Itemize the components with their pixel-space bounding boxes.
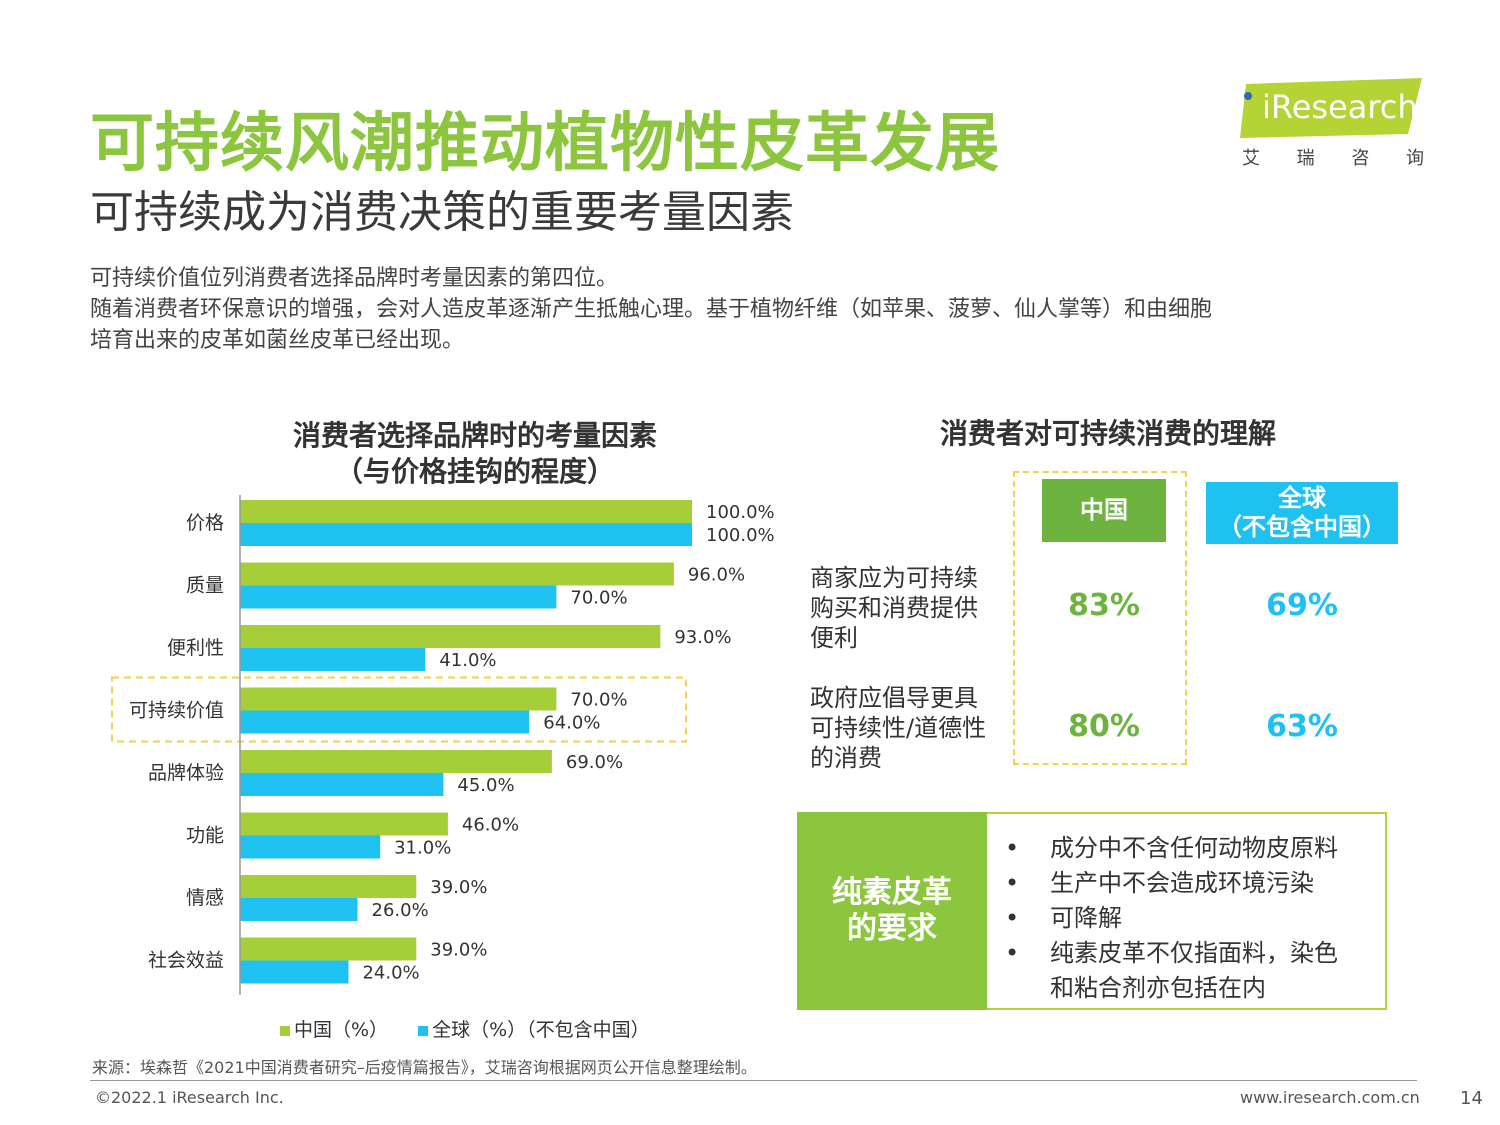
value-merchants-global: 69%: [1266, 588, 1338, 623]
category-label: 质量: [186, 575, 224, 597]
value-label-china-2: 93.0%: [674, 627, 731, 648]
bar-global-2: [240, 648, 426, 671]
value-merchants-china: 83%: [1068, 588, 1140, 623]
bar-china-4: [240, 750, 552, 773]
logo-text: iResearch: [1262, 88, 1418, 126]
bar-chart-title-line-1: 消费者选择品牌时的考量因素: [292, 419, 657, 452]
bar-china-2: [240, 625, 661, 648]
logo-banner-shape: [1240, 78, 1422, 138]
category-label: 可持续价值: [129, 700, 224, 722]
highlight-box-3: [111, 676, 687, 743]
footer-divider: [90, 1080, 1417, 1081]
source-note: 来源：埃森哲《2021中国消费者研究–后疫情篇报告》，艾瑞咨询根据网页公开信息整…: [92, 1058, 757, 1077]
bar-global-5: [240, 835, 381, 859]
bar-global-0: [240, 523, 692, 546]
bar-china-1: [240, 562, 674, 586]
bar-china-6: [240, 875, 417, 898]
value-label-china-7: 39.0%: [430, 940, 487, 961]
bar-china-7: [240, 937, 417, 961]
logo-subtitle: 艾 瑞 咨 询: [1242, 148, 1424, 169]
bar-global-4: [240, 773, 444, 796]
category-label: 功能: [186, 825, 224, 847]
value-label-china-0: 100.0%: [706, 502, 775, 523]
row-label-merchants: 商家应为可持续 购买和消费提供 便利: [810, 564, 978, 652]
intro-line-3: 培育出来的皮革如菌丝皮革已经出现。: [90, 328, 465, 353]
china-column-highlight: [1013, 471, 1187, 765]
bar-global-1: [240, 585, 557, 609]
value-label-global-0: 100.0%: [706, 525, 775, 546]
bar-global-7: [240, 960, 349, 984]
legend-swatch-china: [280, 1026, 290, 1036]
value-label-global-7: 24.0%: [362, 963, 419, 984]
iresearch-logo: iResearch 艾 瑞 咨 询: [1238, 78, 1428, 173]
category-label: 价格: [186, 512, 224, 534]
requirement-item-2: • 生产中不会造成环境污染: [1005, 869, 1314, 897]
bar-china-5: [240, 812, 448, 836]
category-label: 品牌体验: [148, 762, 224, 784]
category-label: 便利性: [167, 637, 224, 659]
value-label-china-5: 46.0%: [462, 815, 519, 836]
bar-global-6: [240, 898, 358, 921]
legend-swatch-global: [418, 1026, 429, 1036]
category-label: 社会效益: [148, 950, 224, 972]
value-government-global: 63%: [1266, 709, 1338, 744]
value-label-global-2: 41.0%: [439, 650, 496, 671]
value-label-china-3: 70.0%: [570, 690, 627, 711]
value-label-global-4: 45.0%: [457, 775, 514, 796]
bar-global-3: [240, 710, 530, 734]
column-header-global: 全球 （不包含中国）: [1206, 482, 1398, 544]
column-header-china: 中国: [1042, 479, 1166, 542]
page-number: 14: [1460, 1088, 1483, 1109]
intro-line-1: 可持续价值位列消费者选择品牌时考量因素的第四位。: [90, 266, 619, 291]
value-label-china-4: 69.0%: [566, 752, 623, 773]
bar-chart-title-line-2: （与价格挂钩的程度）: [334, 455, 615, 488]
value-government-china: 80%: [1068, 709, 1140, 744]
bar-chart: 价格 100.0%100.0% 质量 96.0% 70.0% 便利性 93.0% 41.0% 可…: [111, 495, 775, 995]
value-label-global-5: 31.0%: [394, 838, 451, 859]
value-label-china-6: 39.0%: [430, 877, 487, 898]
intro-line-2: 随着消费者环保意识的增强，会对人造皮革逐渐产生抵触心理。基于植物纤维（如苹果、菠…: [90, 297, 1213, 322]
bar-chart-legend: 中国（%） 全球（%）（不包含中国）: [280, 1015, 650, 1042]
page-subtitle: 可持续成为消费决策的重要考量因素: [90, 187, 794, 238]
requirement-item-4: • 纯素皮革不仅指面料，染色: [1005, 939, 1338, 967]
legend-item-china: 中国（%）: [280, 1015, 388, 1042]
page-title: 可持续风潮推动植物性皮革发展: [90, 107, 1000, 181]
bar-china-3: [240, 687, 557, 711]
copyright: ©2022.1 iResearch Inc.: [95, 1088, 284, 1107]
logo-dot-icon: [1244, 92, 1252, 100]
requirement-item-3: • 可降解: [1005, 904, 1122, 932]
row-label-government: 政府应倡导更具 可持续性/道德性 的消费: [810, 684, 987, 772]
value-label-global-3: 64.0%: [543, 713, 600, 734]
legend-item-global: 全球（%）（不包含中国）: [418, 1015, 650, 1042]
table-title: 消费者对可持续消费的理解: [940, 417, 1277, 450]
requirement-item-4-cont: 和粘合剂亦包括在内: [1050, 974, 1266, 1002]
requirement-item-1: • 成分中不含任何动物皮原料: [1005, 834, 1338, 862]
value-label-global-6: 26.0%: [372, 900, 429, 921]
vegan-requirements-heading: 纯素皮革 的要求: [797, 812, 987, 1010]
bar-china-0: [240, 500, 692, 523]
category-label: 情感: [186, 887, 224, 909]
value-label-china-1: 96.0%: [688, 565, 745, 586]
website-link[interactable]: www.iresearch.com.cn: [1240, 1088, 1420, 1107]
value-label-global-1: 70.0%: [570, 588, 627, 609]
